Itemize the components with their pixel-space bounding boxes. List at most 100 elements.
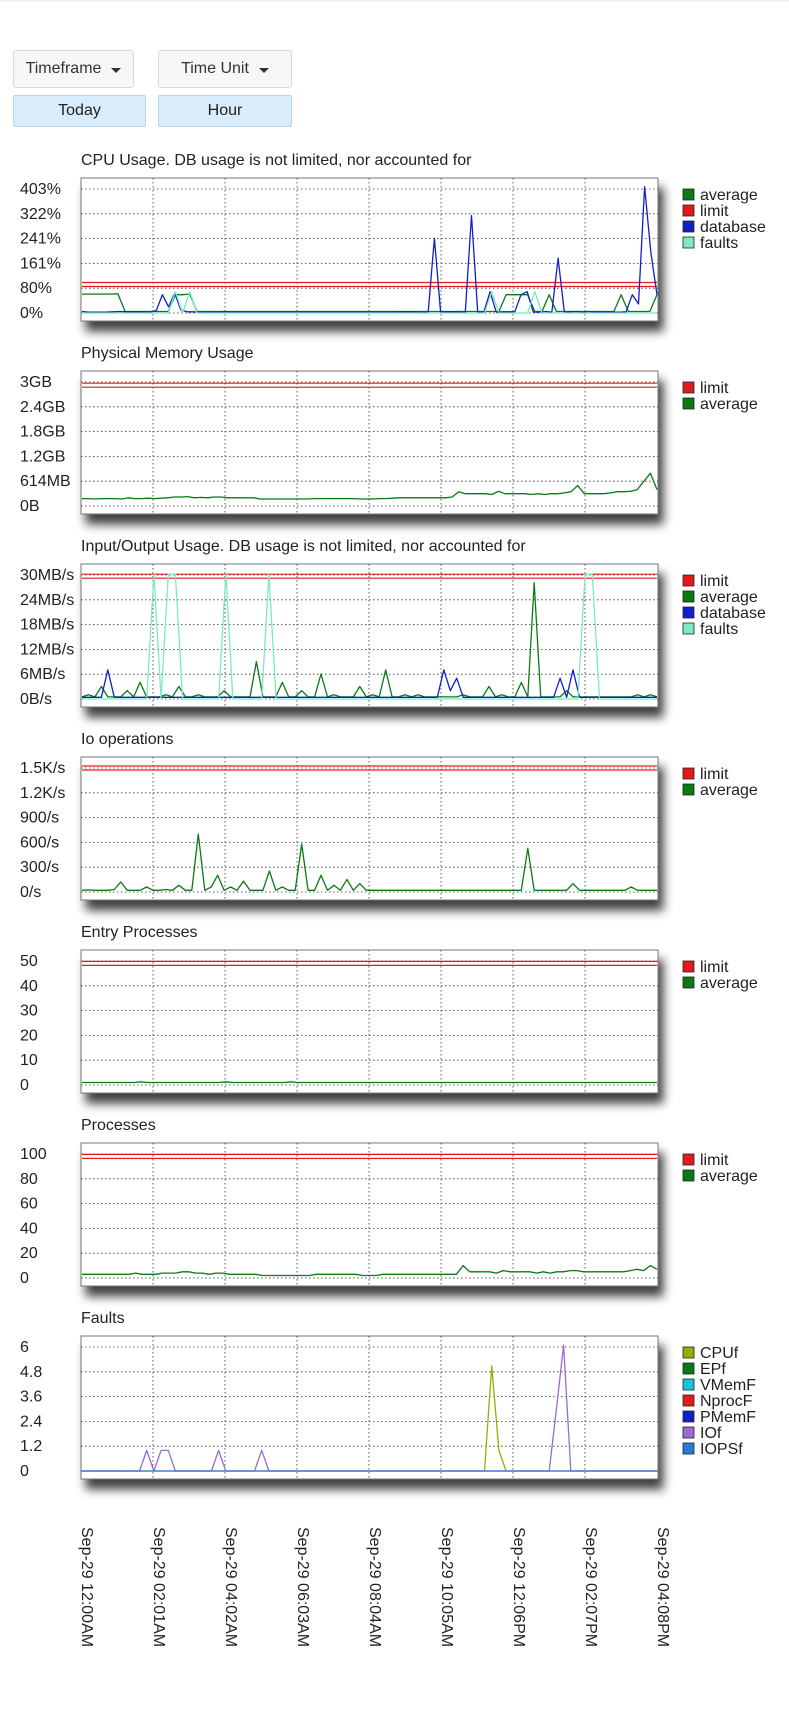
y-tick-label: 1.5K/s (20, 760, 65, 777)
y-tick-label: 241% (20, 231, 61, 248)
time-unit-selected-value: Hour (207, 102, 243, 119)
y-tick-label: 100 (20, 1146, 47, 1163)
series-line-database (81, 185, 658, 313)
y-tick-label: 24MB/s (20, 592, 74, 609)
chart-title: Input/Output Usage. DB usage is not limi… (81, 538, 526, 555)
timeframe-selected-value: Today (58, 102, 101, 119)
legend-swatch-iof (682, 1426, 695, 1439)
y-tick-label: 3.6 (20, 1389, 42, 1406)
x-tick-label: Sep-29 12:00AM (78, 1527, 95, 1647)
legend-label-limit: limit (700, 380, 729, 397)
legend-label-nprocf: NprocF (700, 1393, 753, 1410)
legend-label-database: database (700, 219, 766, 236)
y-tick-label: 0 (20, 1270, 29, 1287)
y-tick-label: 50 (20, 953, 38, 970)
y-tick-label: 0 (20, 1077, 29, 1094)
y-tick-label: 40 (20, 1220, 38, 1237)
legend-swatch-limit (682, 1153, 695, 1166)
chart-title: Io operations (81, 731, 174, 748)
legend-label-average: average (700, 187, 758, 204)
legend-label-average: average (700, 1168, 758, 1185)
x-tick-label: Sep-29 08:04AM (366, 1527, 383, 1647)
y-tick-label: 18MB/s (20, 617, 74, 634)
y-tick-label: 4.8 (20, 1364, 42, 1381)
y-tick-label: 1.2 (20, 1438, 42, 1455)
plot-area (80, 756, 659, 901)
x-tick-label: Sep-29 02:07PM (582, 1527, 599, 1647)
legend-swatch-database (682, 220, 695, 233)
y-tick-label: 300/s (20, 859, 59, 876)
legend-label-limit: limit (700, 573, 729, 590)
y-tick-label: 0B/s (20, 691, 52, 708)
y-tick-label: 600/s (20, 834, 59, 851)
y-tick-label: 80% (20, 280, 52, 297)
plot-area (80, 370, 659, 515)
caret-down-icon (111, 67, 122, 73)
y-tick-label: 2.4GB (20, 399, 65, 416)
y-tick-label: 6MB/s (20, 666, 65, 683)
legend-swatch-average (682, 783, 695, 796)
x-tick-label: Sep-29 04:02AM (222, 1527, 239, 1647)
legend-swatch-faults (682, 622, 695, 635)
series-line-average (82, 1264, 658, 1277)
legend-label-limit: limit (700, 766, 729, 783)
legend-swatch-average (682, 397, 695, 410)
y-tick-label: 30MB/s (20, 567, 74, 584)
legend-swatch-database (682, 606, 695, 619)
legend-swatch-limit (682, 204, 695, 217)
legend-swatch-vmemf (682, 1378, 695, 1391)
legend-label-faults: faults (700, 235, 738, 252)
legend-label-epf: EPf (700, 1361, 726, 1378)
timeframe-selected[interactable]: Today (13, 95, 146, 127)
legend-swatch-limit (682, 960, 695, 973)
y-tick-label: 403% (20, 181, 61, 198)
chart-input-output-usage-db-usage-is-not-limited-nor-accounted-for: Input/Output Usage. DB usage is not limi… (20, 538, 766, 708)
time-unit-dropdown[interactable]: Time Unit (158, 50, 292, 88)
legend-label-limit: limit (700, 1152, 729, 1169)
legend-label-limit: limit (700, 203, 729, 220)
chart-title: Entry Processes (81, 924, 197, 941)
y-tick-label: 322% (20, 206, 61, 223)
legend-label-faults: faults (700, 621, 738, 638)
legend-label-iopsf: IOPSf (700, 1441, 743, 1458)
series-line-database (82, 669, 657, 698)
chart-title: Processes (81, 1117, 156, 1134)
y-tick-label: 1.2GB (20, 448, 65, 465)
time-unit-selected[interactable]: Hour (158, 95, 292, 127)
y-tick-label: 0/s (20, 884, 41, 901)
y-tick-label: 900/s (20, 810, 59, 827)
legend-swatch-iopsf (682, 1442, 695, 1455)
x-tick-label: Sep-29 06:03AM (294, 1527, 311, 1647)
legend-label-average: average (700, 975, 758, 992)
y-tick-label: 10 (20, 1052, 38, 1069)
plot-area (80, 949, 659, 1094)
y-tick-label: 12MB/s (20, 641, 74, 658)
x-tick-label: Sep-29 10:05AM (438, 1527, 455, 1647)
legend-swatch-epf (682, 1362, 695, 1375)
y-tick-label: 20 (20, 1245, 38, 1262)
legend-label-limit: limit (700, 959, 729, 976)
chart-io-operations: Io operations 1.5K/s 1.2K/s 900/s 600/s 300/s… (20, 731, 758, 901)
legend-label-average: average (700, 782, 758, 799)
y-tick-label: 40 (20, 978, 38, 995)
series-line-average (81, 581, 658, 698)
legend-swatch-nprocf (682, 1394, 695, 1407)
time-unit-dropdown-label: Time Unit (181, 60, 249, 77)
legend-label-database: database (700, 605, 766, 622)
legend-swatch-limit (682, 767, 695, 780)
x-axis-labels: Sep-29 12:00AM Sep-29 02:01AM Sep-29 04:02… (78, 1527, 671, 1647)
legend-label-pmemf: PMemF (700, 1409, 756, 1426)
y-tick-label: 1.2K/s (20, 785, 65, 802)
plot-area (80, 1142, 659, 1287)
timeframe-dropdown[interactable]: Timeframe (13, 50, 134, 88)
y-tick-label: 161% (20, 255, 61, 272)
series-line-average (81, 833, 657, 891)
y-tick-label: 3GB (20, 374, 52, 391)
legend-swatch-pmemf (682, 1410, 695, 1423)
y-tick-label: 0B (20, 498, 40, 515)
legend-label-vmemf: VMemF (700, 1377, 756, 1394)
y-tick-label: 1.8GB (20, 424, 65, 441)
legend-label-cpuf: CPUf (700, 1345, 739, 1362)
